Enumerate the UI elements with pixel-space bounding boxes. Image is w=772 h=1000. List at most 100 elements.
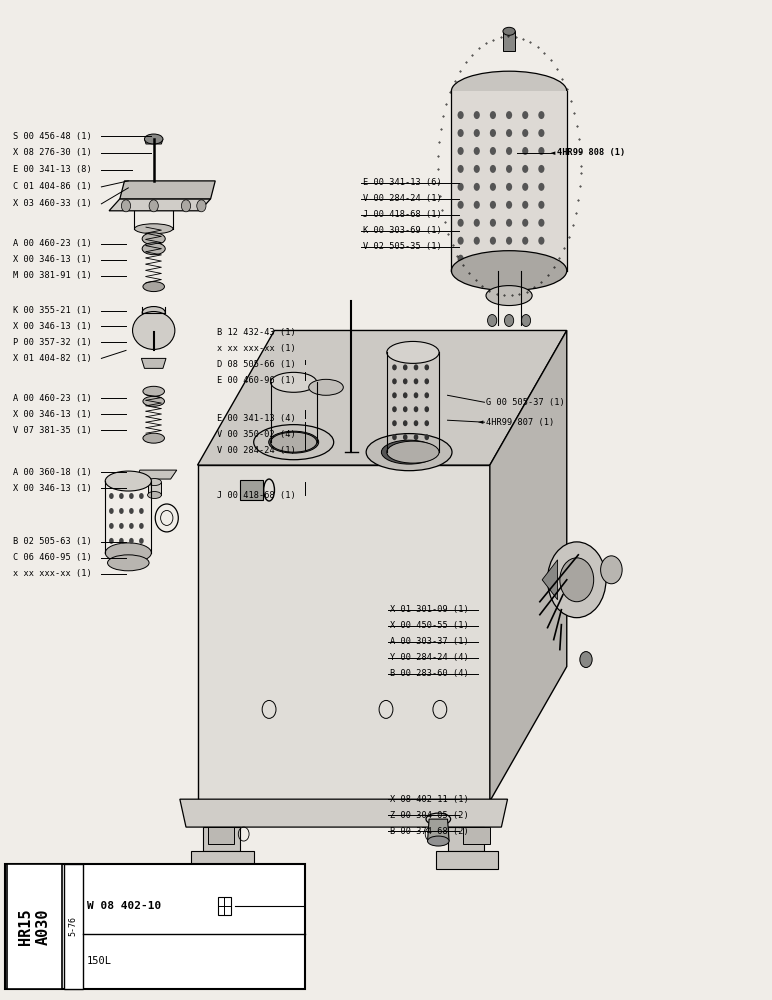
Text: G 00 505-37 (1): G 00 505-37 (1) <box>486 398 565 407</box>
Text: X 00 346-13 (1): X 00 346-13 (1) <box>13 410 92 419</box>
Text: B 12 432-43 (1): B 12 432-43 (1) <box>217 328 296 337</box>
Text: x xx xxx-xx (1): x xx xxx-xx (1) <box>217 344 296 353</box>
Circle shape <box>522 201 528 209</box>
Circle shape <box>403 406 408 412</box>
Circle shape <box>139 538 144 544</box>
Circle shape <box>474 237 480 245</box>
Polygon shape <box>198 465 490 801</box>
Ellipse shape <box>271 372 317 392</box>
Circle shape <box>403 364 408 370</box>
Circle shape <box>458 219 464 227</box>
Ellipse shape <box>254 425 334 460</box>
Text: HR15
A030: HR15 A030 <box>19 908 51 945</box>
Polygon shape <box>144 139 163 144</box>
Polygon shape <box>208 827 235 844</box>
Circle shape <box>522 147 528 155</box>
Circle shape <box>506 183 512 191</box>
Circle shape <box>538 255 544 263</box>
Ellipse shape <box>452 71 567 111</box>
Circle shape <box>504 315 513 326</box>
Text: J 00 418-68 (1): J 00 418-68 (1) <box>363 210 442 219</box>
Circle shape <box>474 255 480 263</box>
Ellipse shape <box>107 555 149 571</box>
Circle shape <box>490 255 496 263</box>
Circle shape <box>425 378 429 384</box>
Circle shape <box>139 508 144 514</box>
Text: X 08 402-11 (1): X 08 402-11 (1) <box>390 795 469 804</box>
Circle shape <box>474 183 480 191</box>
Polygon shape <box>203 827 240 851</box>
Circle shape <box>521 315 530 326</box>
Circle shape <box>506 201 512 209</box>
Text: X 00 346-13 (1): X 00 346-13 (1) <box>13 255 92 264</box>
Circle shape <box>403 420 408 426</box>
Text: P 00 357-32 (1): P 00 357-32 (1) <box>13 338 92 347</box>
Circle shape <box>474 219 480 227</box>
Ellipse shape <box>142 243 165 255</box>
Circle shape <box>474 111 480 119</box>
Circle shape <box>425 406 429 412</box>
Circle shape <box>506 237 512 245</box>
Text: B 00 283-60 (4): B 00 283-60 (4) <box>390 669 469 678</box>
Circle shape <box>392 406 397 412</box>
Ellipse shape <box>366 434 452 471</box>
Circle shape <box>425 392 429 398</box>
Text: X 00 346-13 (1): X 00 346-13 (1) <box>13 484 92 493</box>
Circle shape <box>129 538 134 544</box>
Circle shape <box>458 129 464 137</box>
Circle shape <box>474 201 480 209</box>
Circle shape <box>522 111 528 119</box>
Circle shape <box>197 200 206 212</box>
Ellipse shape <box>144 134 163 144</box>
Text: E 00 341-13 (6): E 00 341-13 (6) <box>363 178 442 187</box>
Polygon shape <box>428 819 449 841</box>
Ellipse shape <box>133 312 174 349</box>
Polygon shape <box>463 827 490 844</box>
Circle shape <box>538 111 544 119</box>
Text: V 02 505-35 (1): V 02 505-35 (1) <box>363 242 442 251</box>
Text: X 01 301-09 (1): X 01 301-09 (1) <box>390 605 469 614</box>
Circle shape <box>506 111 512 119</box>
Text: X 01 404-82 (1): X 01 404-82 (1) <box>13 354 92 363</box>
Circle shape <box>490 201 496 209</box>
Circle shape <box>414 434 418 440</box>
Circle shape <box>522 255 528 263</box>
Circle shape <box>506 129 512 137</box>
Ellipse shape <box>143 282 164 292</box>
Circle shape <box>109 493 113 499</box>
Circle shape <box>119 523 124 529</box>
Circle shape <box>458 111 464 119</box>
Circle shape <box>403 392 408 398</box>
Ellipse shape <box>452 251 567 291</box>
Circle shape <box>392 392 397 398</box>
Text: E 00 341-13 (4): E 00 341-13 (4) <box>217 414 296 423</box>
Circle shape <box>414 420 418 426</box>
Circle shape <box>488 315 496 326</box>
Text: A 00 360-18 (1): A 00 360-18 (1) <box>13 468 92 477</box>
Text: Z 00 304-05 (2): Z 00 304-05 (2) <box>390 811 469 820</box>
Text: K 00 303-69 (1): K 00 303-69 (1) <box>363 226 442 235</box>
Polygon shape <box>240 480 263 500</box>
Ellipse shape <box>309 379 344 395</box>
Circle shape <box>522 129 528 137</box>
Circle shape <box>149 200 158 212</box>
Circle shape <box>139 523 144 529</box>
Circle shape <box>425 434 429 440</box>
Circle shape <box>119 493 124 499</box>
Text: X 03 460-33 (1): X 03 460-33 (1) <box>13 199 92 208</box>
Text: V 00 350-02 (4): V 00 350-02 (4) <box>217 430 296 439</box>
Circle shape <box>425 364 429 370</box>
Ellipse shape <box>428 836 449 846</box>
Ellipse shape <box>142 307 165 319</box>
Polygon shape <box>452 91 567 271</box>
Ellipse shape <box>269 431 319 453</box>
Text: X 08 276-30 (1): X 08 276-30 (1) <box>13 148 92 157</box>
Text: 150L: 150L <box>86 956 112 966</box>
Text: x xx xxx-xx (1): x xx xxx-xx (1) <box>13 569 92 578</box>
Polygon shape <box>5 864 305 989</box>
Polygon shape <box>542 560 557 600</box>
Polygon shape <box>137 470 177 479</box>
Circle shape <box>458 183 464 191</box>
Circle shape <box>458 147 464 155</box>
Polygon shape <box>503 31 515 51</box>
